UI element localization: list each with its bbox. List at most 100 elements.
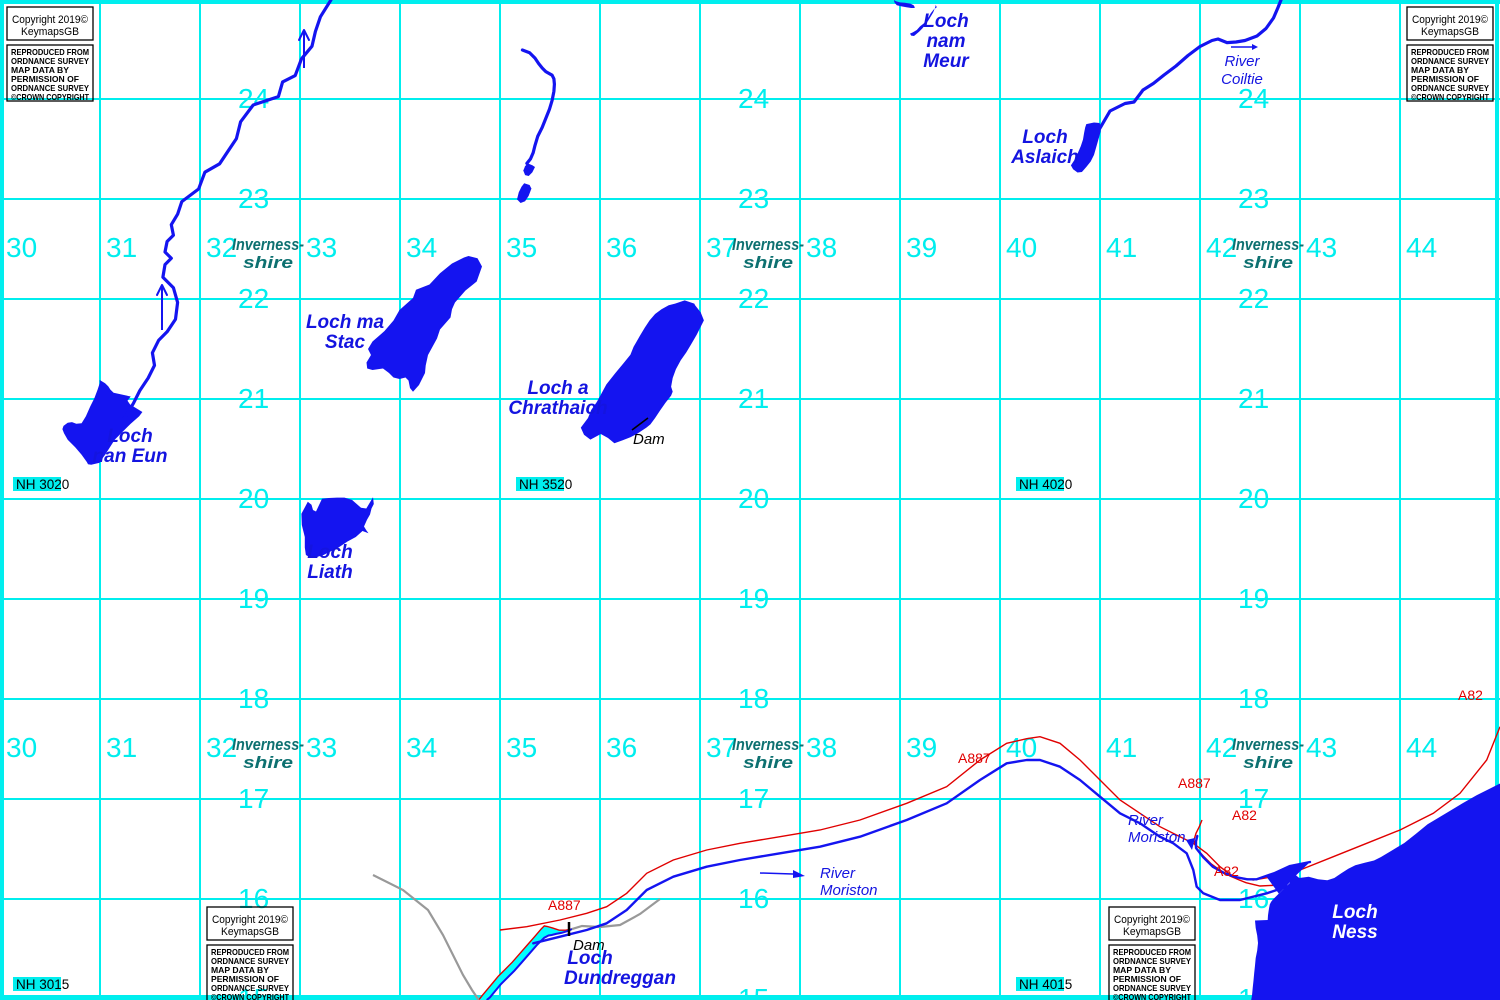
- svg-text:21: 21: [238, 383, 269, 414]
- svg-text:24: 24: [238, 83, 269, 114]
- svg-text:36: 36: [606, 732, 637, 763]
- svg-text:©CROWN COPYRIGHT: ©CROWN COPYRIGHT: [11, 93, 89, 102]
- svg-text:Inverness-: Inverness-: [1232, 235, 1304, 254]
- svg-text:30: 30: [6, 732, 37, 763]
- svg-text:ORDNANCE SURVEY: ORDNANCE SURVEY: [1411, 57, 1489, 66]
- svg-text:ORDNANCE SURVEY: ORDNANCE SURVEY: [1113, 984, 1191, 993]
- svg-text:30: 30: [6, 232, 37, 263]
- svg-text:shire: shire: [243, 253, 293, 272]
- svg-text:43: 43: [1306, 732, 1337, 763]
- svg-text:A82: A82: [1458, 687, 1483, 703]
- svg-text:KeymapsGB: KeymapsGB: [1421, 26, 1479, 38]
- svg-text:40: 40: [1006, 232, 1037, 263]
- svg-text:ORDNANCE SURVEY: ORDNANCE SURVEY: [11, 84, 89, 93]
- svg-text:16: 16: [238, 883, 269, 914]
- svg-text:Inverness-: Inverness-: [732, 235, 804, 254]
- svg-text:Loch: Loch: [923, 11, 968, 32]
- svg-text:Loch: Loch: [107, 426, 152, 447]
- svg-text:41: 41: [1106, 732, 1137, 763]
- svg-text:Meur: Meur: [923, 51, 970, 72]
- svg-text:nan Eun: nan Eun: [93, 446, 168, 467]
- svg-text:38: 38: [806, 732, 837, 763]
- svg-text:43: 43: [1306, 232, 1337, 263]
- svg-text:MAP DATA BY: MAP DATA BY: [1113, 966, 1172, 975]
- svg-text:Dam: Dam: [573, 937, 605, 954]
- svg-text:20: 20: [738, 483, 769, 514]
- svg-text:ORDNANCE SURVEY: ORDNANCE SURVEY: [1411, 84, 1489, 93]
- svg-text:Loch: Loch: [1332, 902, 1377, 923]
- svg-text:33: 33: [306, 232, 337, 263]
- svg-text:NH 3015: NH 3015: [16, 977, 69, 992]
- svg-text:21: 21: [1238, 383, 1269, 414]
- svg-text:shire: shire: [1243, 253, 1293, 272]
- svg-text:ORDNANCE SURVEY: ORDNANCE SURVEY: [1113, 957, 1191, 966]
- svg-text:18: 18: [1238, 683, 1269, 714]
- svg-text:A82: A82: [1214, 863, 1239, 879]
- svg-text:22: 22: [738, 283, 769, 314]
- svg-text:Dam: Dam: [633, 431, 665, 448]
- svg-text:River: River: [1224, 53, 1260, 70]
- svg-text:Chrathaich: Chrathaich: [508, 398, 607, 419]
- svg-text:44: 44: [1406, 732, 1437, 763]
- svg-text:23: 23: [238, 183, 269, 214]
- svg-text:Aslaich: Aslaich: [1010, 147, 1079, 168]
- svg-text:18: 18: [738, 683, 769, 714]
- svg-text:KeymapsGB: KeymapsGB: [21, 26, 79, 38]
- svg-text:River: River: [820, 865, 856, 882]
- svg-text:Copyright 2019©: Copyright 2019©: [212, 914, 288, 926]
- svg-text:20: 20: [1238, 483, 1269, 514]
- svg-text:23: 23: [738, 183, 769, 214]
- svg-text:16: 16: [738, 883, 769, 914]
- svg-text:31: 31: [106, 232, 137, 263]
- svg-text:NH 4015: NH 4015: [1019, 977, 1072, 992]
- svg-text:38: 38: [806, 232, 837, 263]
- svg-text:PERMISSION OF: PERMISSION OF: [211, 975, 279, 984]
- svg-text:22: 22: [238, 283, 269, 314]
- svg-text:31: 31: [106, 732, 137, 763]
- svg-text:39: 39: [906, 732, 937, 763]
- svg-text:44: 44: [1406, 232, 1437, 263]
- svg-text:20: 20: [238, 483, 269, 514]
- svg-text:34: 34: [406, 732, 437, 763]
- svg-text:KeymapsGB: KeymapsGB: [1123, 926, 1181, 938]
- svg-text:MAP DATA BY: MAP DATA BY: [211, 966, 270, 975]
- svg-text:shire: shire: [1243, 753, 1293, 772]
- svg-text:Loch a: Loch a: [527, 378, 589, 399]
- svg-text:23: 23: [1238, 183, 1269, 214]
- svg-text:REPRODUCED FROM: REPRODUCED FROM: [1113, 948, 1191, 957]
- svg-text:ORDNANCE SURVEY: ORDNANCE SURVEY: [11, 57, 89, 66]
- svg-text:Inverness-: Inverness-: [732, 735, 804, 754]
- svg-text:©CROWN COPYRIGHT: ©CROWN COPYRIGHT: [1411, 93, 1489, 102]
- svg-text:Loch: Loch: [1022, 127, 1067, 148]
- svg-text:ORDNANCE SURVEY: ORDNANCE SURVEY: [211, 957, 289, 966]
- svg-text:River: River: [1128, 812, 1164, 829]
- svg-text:nam: nam: [926, 31, 965, 52]
- svg-text:Loch: Loch: [307, 542, 352, 563]
- svg-text:Coiltie: Coiltie: [1221, 71, 1263, 88]
- svg-text:shire: shire: [743, 753, 793, 772]
- svg-text:Dundreggan: Dundreggan: [564, 968, 676, 989]
- svg-text:Inverness-: Inverness-: [1232, 735, 1304, 754]
- svg-text:PERMISSION OF: PERMISSION OF: [1113, 975, 1181, 984]
- svg-text:Copyright 2019©: Copyright 2019©: [12, 14, 88, 26]
- svg-text:REPRODUCED FROM: REPRODUCED FROM: [1411, 48, 1489, 57]
- svg-text:MAP DATA BY: MAP DATA BY: [1411, 66, 1470, 75]
- svg-text:36: 36: [606, 232, 637, 263]
- svg-text:19: 19: [738, 583, 769, 614]
- svg-text:shire: shire: [743, 253, 793, 272]
- svg-text:MAP DATA BY: MAP DATA BY: [11, 66, 70, 75]
- svg-text:Ness: Ness: [1332, 922, 1377, 943]
- svg-text:34: 34: [406, 232, 437, 263]
- svg-text:17: 17: [238, 783, 269, 814]
- svg-text:19: 19: [238, 583, 269, 614]
- svg-text:PERMISSION OF: PERMISSION OF: [11, 75, 79, 84]
- svg-text:40: 40: [1006, 732, 1037, 763]
- svg-text:18: 18: [238, 683, 269, 714]
- svg-text:NH 3520: NH 3520: [519, 477, 572, 492]
- svg-text:39: 39: [906, 232, 937, 263]
- svg-text:35: 35: [506, 232, 537, 263]
- svg-text:15: 15: [738, 983, 769, 1000]
- svg-text:Liath: Liath: [307, 562, 352, 583]
- svg-text:24: 24: [738, 83, 769, 114]
- svg-text:KeymapsGB: KeymapsGB: [221, 926, 279, 938]
